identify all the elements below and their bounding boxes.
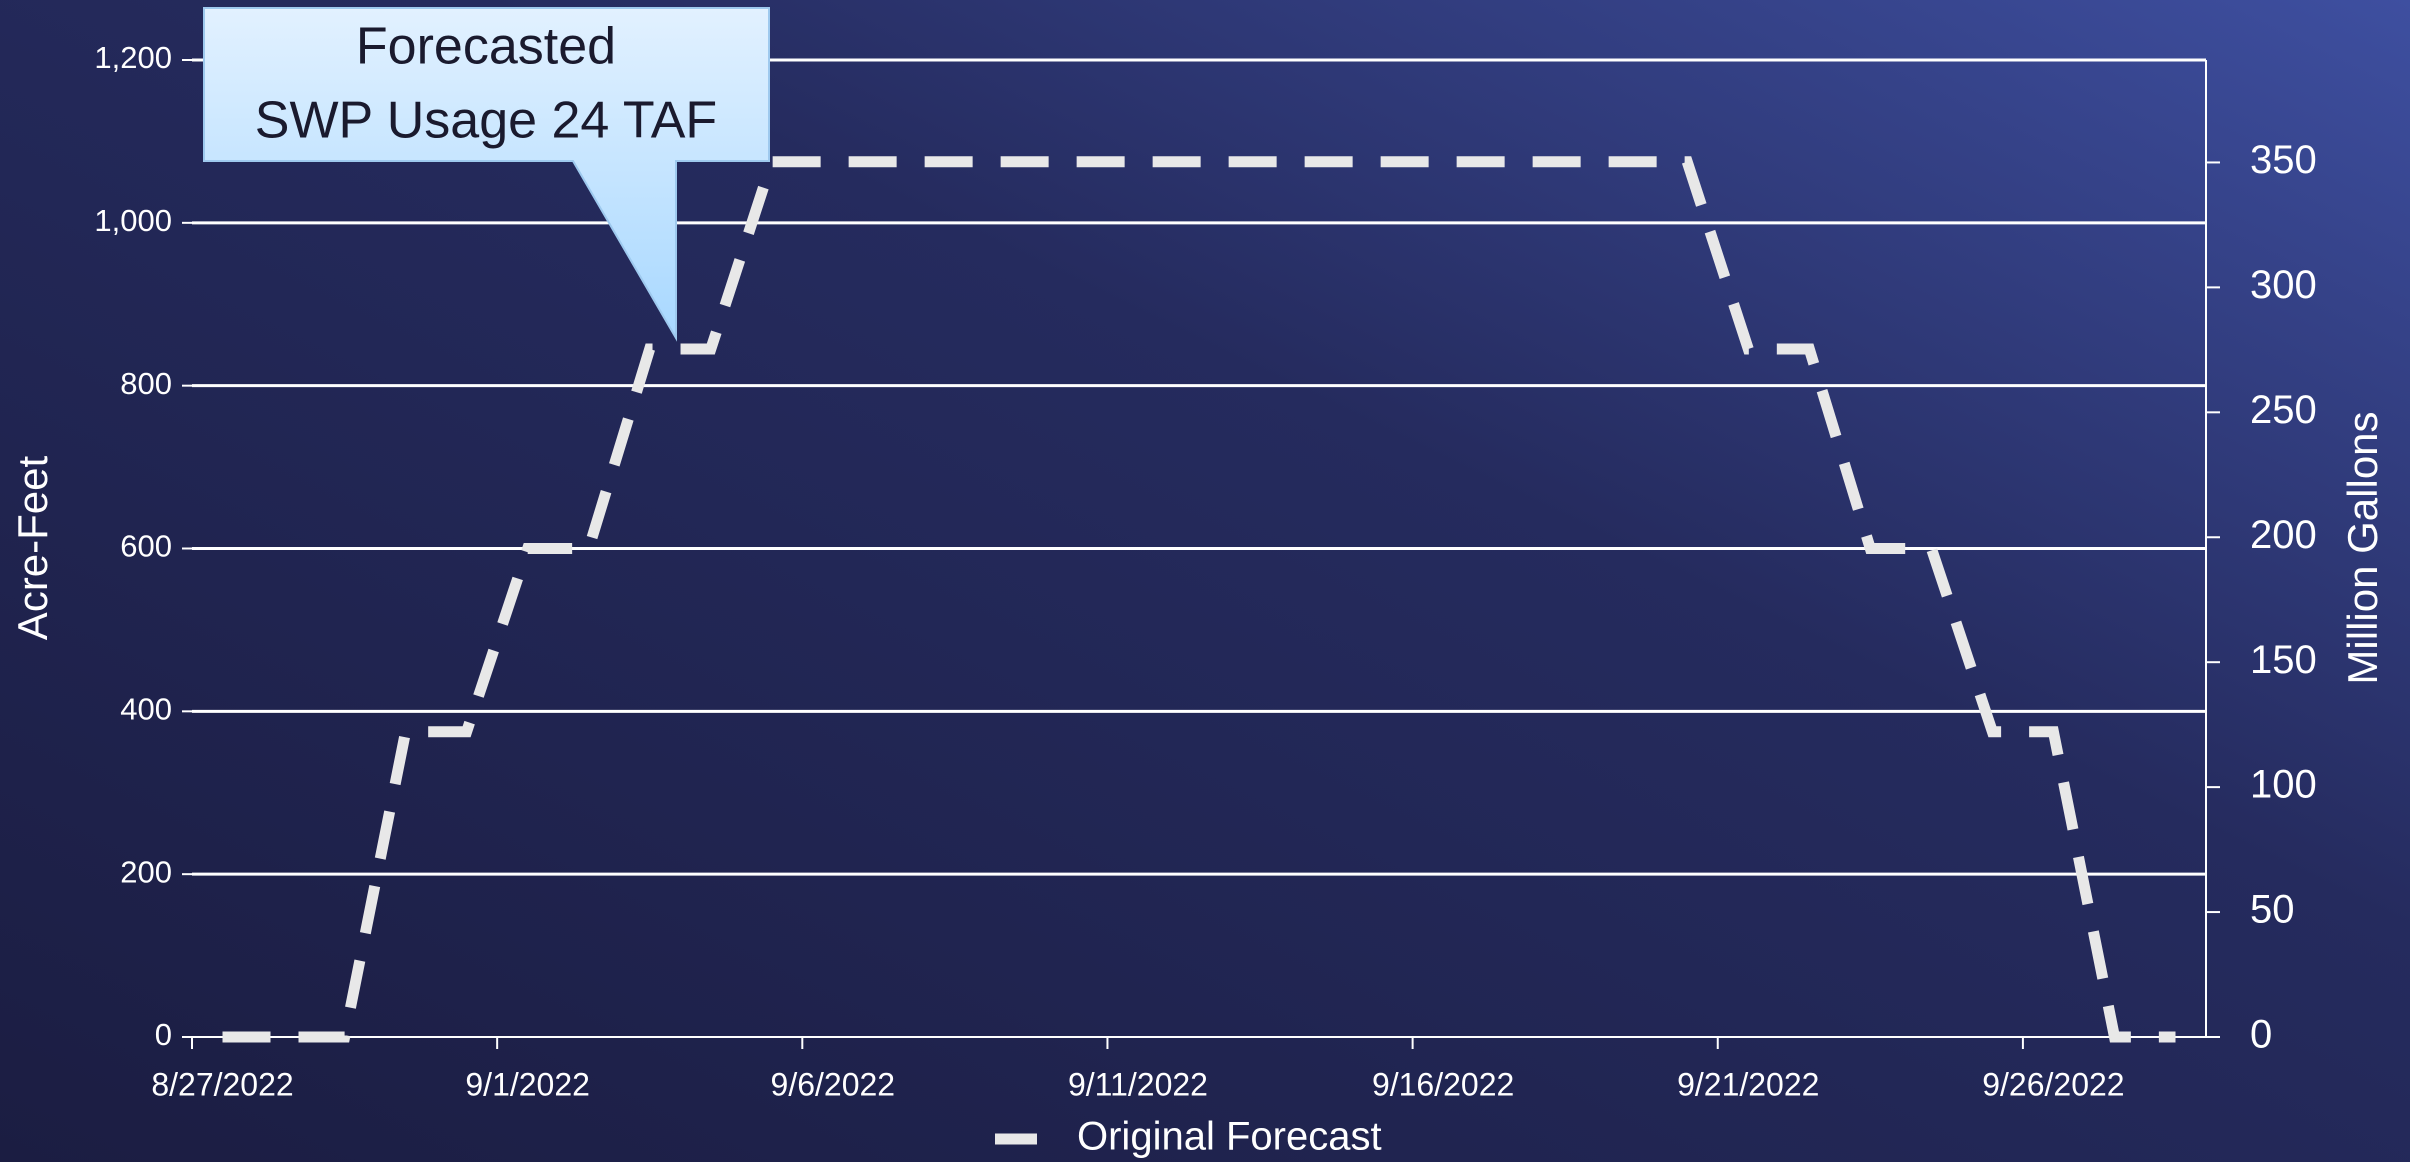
y2-tick-label: 200 — [2250, 513, 2317, 557]
annotation: Forecasted — [356, 18, 616, 76]
y-tick-label: 800 — [120, 366, 172, 401]
annotation: SWP Usage 24 TAF — [255, 92, 717, 150]
callout — [203, 7, 770, 342]
x-tick-label: 8/27/2022 — [151, 1066, 293, 1102]
y-tick-label: 1,000 — [94, 203, 172, 238]
y2-tick-label: 300 — [2250, 263, 2317, 307]
y2-axis-title: Million Gallons — [2339, 411, 2386, 684]
y2-tick-label: 50 — [2250, 888, 2295, 932]
x-tick-label: 9/11/2022 — [1068, 1066, 1208, 1102]
y-tick-label: 200 — [120, 854, 172, 889]
y2-tick-label: 0 — [2250, 1013, 2272, 1057]
y-tick-label: 600 — [120, 529, 172, 564]
x-tick-label: 9/26/2022 — [1982, 1066, 2124, 1102]
series-line — [222, 156, 2176, 1043]
y-tick-label: 0 — [155, 1017, 172, 1052]
y2-tick-label: 250 — [2250, 388, 2317, 432]
y-tick-label: 400 — [120, 692, 172, 727]
x-tick-label: 9/1/2022 — [465, 1066, 590, 1102]
y2-tick-label: 150 — [2250, 638, 2317, 682]
y2-tick-label: 100 — [2250, 763, 2317, 807]
plot-area: 0 200 400 600 800 1,000 1,200 0 50 100 150 200 250 30… — [94, 40, 2316, 1158]
x-tick-label: 9/21/2022 — [1677, 1066, 1819, 1102]
x-tick-label: 9/6/2022 — [771, 1066, 896, 1102]
x-tick-label: 9/16/2022 — [1372, 1066, 1514, 1102]
y-tick-label: 1,200 — [94, 40, 172, 75]
legend-label: Original Forecast — [1077, 1115, 1382, 1159]
y-axis-title: Acre-Feet — [9, 455, 56, 640]
y2-tick-label: 350 — [2250, 138, 2317, 182]
